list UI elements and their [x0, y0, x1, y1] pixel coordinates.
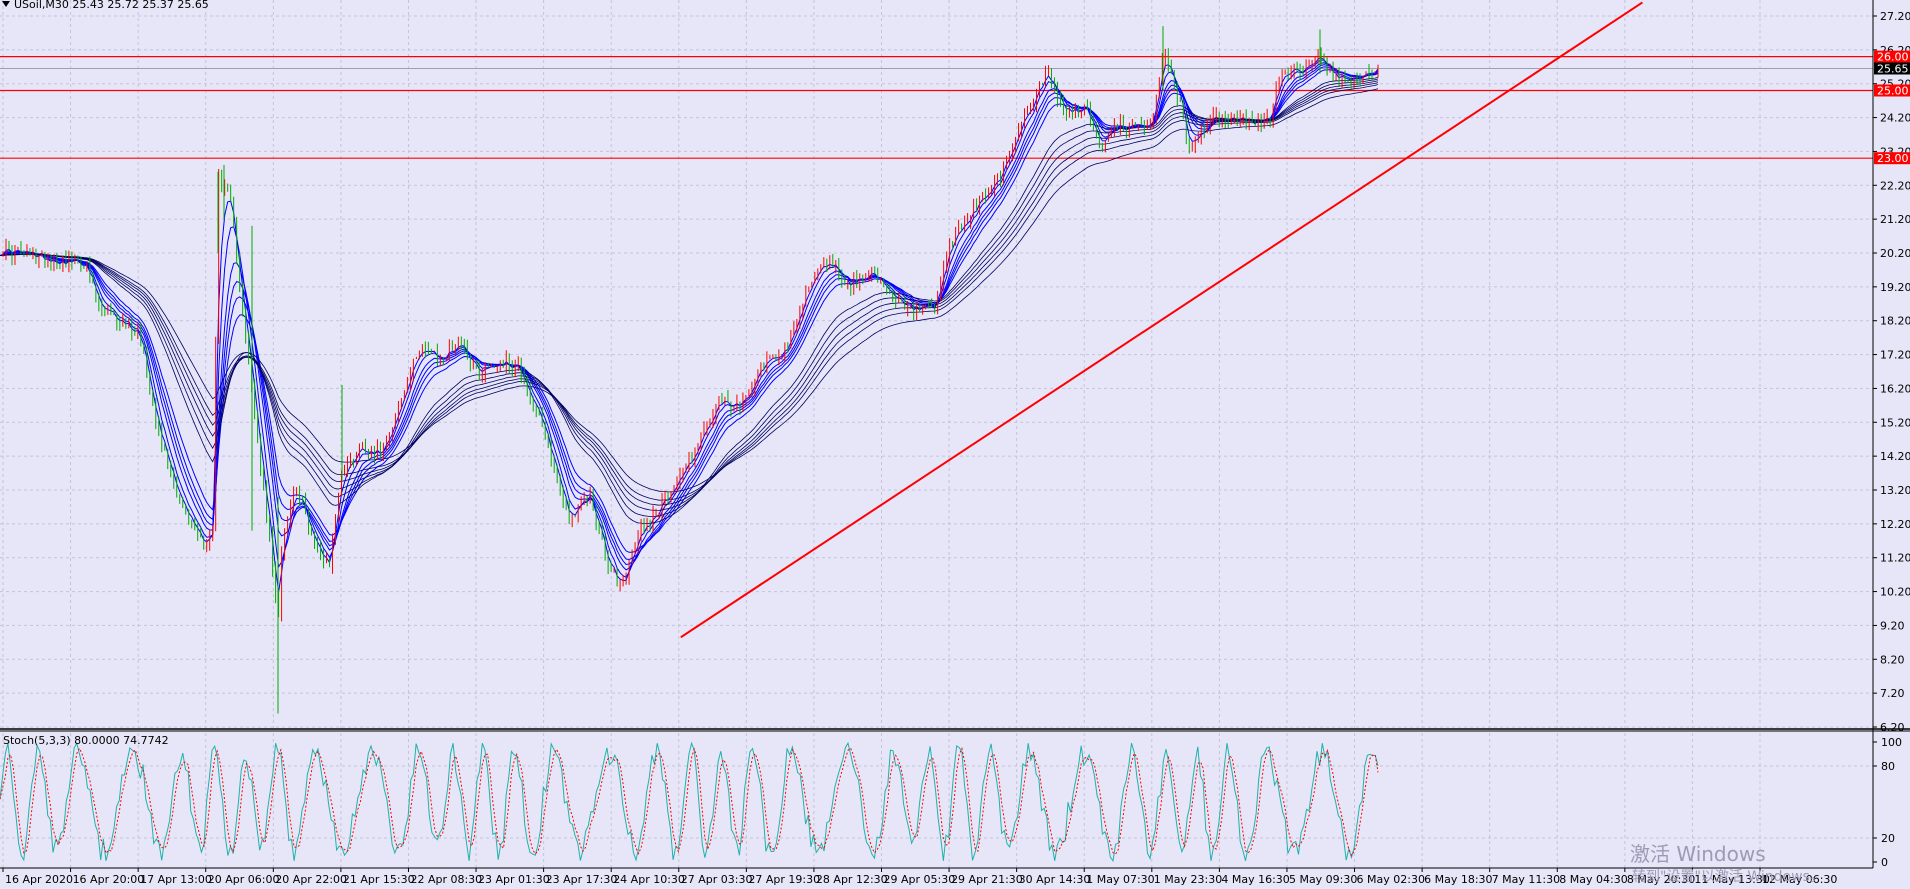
stoch-tick-label: 0 — [1881, 856, 1888, 869]
ma-ribbon-line — [0, 78, 1379, 518]
time-tick-label: 11 May 13:30 — [1694, 873, 1769, 886]
time-tick-label: 20 Apr 06:00 — [208, 873, 280, 886]
price-tick-label: 14.20 — [1880, 450, 1910, 463]
price-tick-label: 12.20 — [1880, 518, 1910, 531]
time-tick-label: 1 May 23:30 — [1154, 873, 1222, 886]
time-tick-label: 16 Apr 2020 — [5, 873, 73, 886]
time-tick-label: 30 Apr 14:30 — [1019, 873, 1091, 886]
price-tick-label: 19.20 — [1880, 281, 1910, 294]
stoch-main-line — [0, 741, 1379, 863]
time-tick-label: 1 May 07:30 — [1086, 873, 1154, 886]
ma-ribbon-line — [0, 57, 1379, 593]
time-tick-label: 29 Apr 21:30 — [951, 873, 1023, 886]
stoch-grid — [0, 733, 1873, 868]
price-tick-label: 22.20 — [1880, 179, 1910, 192]
time-tick-label: 6 May 18:30 — [1424, 873, 1492, 886]
level-label: 25.00 — [1877, 84, 1909, 97]
price-tick-label: 13.20 — [1880, 484, 1910, 497]
trend-line-group[interactable] — [680, 1, 1643, 639]
price-tick-label: 8.20 — [1880, 653, 1905, 666]
price-tick-label: 7.20 — [1880, 687, 1905, 700]
candles — [2, 26, 1379, 714]
level-label-box — [1874, 50, 1910, 63]
time-tick-label: 22 Apr 08:30 — [410, 873, 482, 886]
price-tick-label: 24.20 — [1880, 112, 1910, 125]
time-tick-label: 12 May 06:30 — [1762, 873, 1837, 886]
chart-title: USoil,M30 25.43 25.72 25.37 25.65 — [14, 0, 209, 11]
current-price-box — [1874, 62, 1910, 75]
time-tick-label: 27 Apr 19:30 — [748, 873, 820, 886]
time-tick-label: 6 May 02:30 — [1357, 873, 1425, 886]
stoch-axis: 100 80 20 0 — [1873, 736, 1902, 869]
price-tick-label: 9.20 — [1880, 619, 1905, 632]
level-label: 23.00 — [1877, 152, 1909, 165]
time-tick-label: 24 Apr 10:30 — [613, 873, 685, 886]
price-tick-label: 21.20 — [1880, 213, 1910, 226]
price-axis: 27.2026.2025.2024.2023.2022.2021.2020.20… — [1873, 10, 1910, 734]
ma-ribbon-line — [0, 69, 1379, 553]
stoch-tick-label: 80 — [1881, 760, 1895, 773]
pane-frames — [0, 0, 1910, 869]
price-tick-label: 16.20 — [1880, 382, 1910, 395]
level-labels: 26.00 25.00 23.00 25.65 — [1874, 50, 1910, 165]
stoch-tick-label: 100 — [1881, 736, 1902, 749]
chart-menu-triangle-icon[interactable] — [2, 1, 10, 7]
price-tick-label: 20.20 — [1880, 247, 1910, 260]
price-tick-label: 18.20 — [1880, 315, 1910, 328]
time-tick-label: 21 Apr 15:30 — [343, 873, 415, 886]
price-tick-label: 10.20 — [1880, 586, 1910, 599]
level-label-box — [1874, 84, 1910, 97]
price-grid — [0, 0, 1873, 728]
time-tick-label: 8 May 20:30 — [1627, 873, 1695, 886]
windows-watermark-subtitle: 转到"设置"以激活 Windows。 — [1632, 869, 1824, 885]
ma-ribbon-line — [0, 82, 1379, 506]
stoch-title: Stoch(5,3,3) 80.0000 74.7742 — [3, 734, 169, 747]
time-tick-label: 8 May 04:30 — [1559, 873, 1627, 886]
time-tick-label: 28 Apr 12:30 — [816, 873, 888, 886]
time-tick-label: 5 May 09:30 — [1289, 873, 1357, 886]
ma-ribbon-line — [0, 84, 1379, 501]
time-tick-label: 23 Apr 01:30 — [478, 873, 550, 886]
price-tick-label: 15.20 — [1880, 416, 1910, 429]
ma-ribbon-line — [0, 88, 1379, 493]
ma-ribbon-line — [0, 59, 1379, 578]
horizontal-levels[interactable] — [0, 56, 1873, 159]
time-tick-label: 16 Apr 20:00 — [73, 873, 145, 886]
price-tick-label: 27.20 — [1880, 10, 1910, 23]
stochastic-lines — [0, 741, 1379, 863]
time-tick-label: 27 Apr 03:30 — [681, 873, 753, 886]
windows-watermark-title: 激活 Windows — [1630, 842, 1766, 866]
trend-line — [680, 1, 1643, 639]
time-tick-label: 17 Apr 13:00 — [140, 873, 212, 886]
time-tick-label: 23 Apr 17:30 — [546, 873, 618, 886]
level-label: 26.00 — [1877, 51, 1909, 64]
ma-ribbon-line — [0, 80, 1379, 511]
time-tick-label: 7 May 11:30 — [1492, 873, 1560, 886]
price-tick-label: 11.20 — [1880, 552, 1910, 565]
price-tick-label: 6.20 — [1880, 721, 1905, 734]
time-tick-label: 20 Apr 22:00 — [275, 873, 347, 886]
price-tick-label: 17.20 — [1880, 349, 1910, 362]
stoch-tick-label: 20 — [1881, 832, 1895, 845]
time-tick-label: 29 Apr 05:30 — [884, 873, 956, 886]
ma-ribbon — [0, 57, 1379, 593]
current-price-label: 25.65 — [1877, 62, 1909, 75]
time-tick-label: 4 May 16:30 — [1221, 873, 1289, 886]
level-label-box — [1874, 152, 1910, 165]
stoch-signal-line — [0, 746, 1379, 857]
